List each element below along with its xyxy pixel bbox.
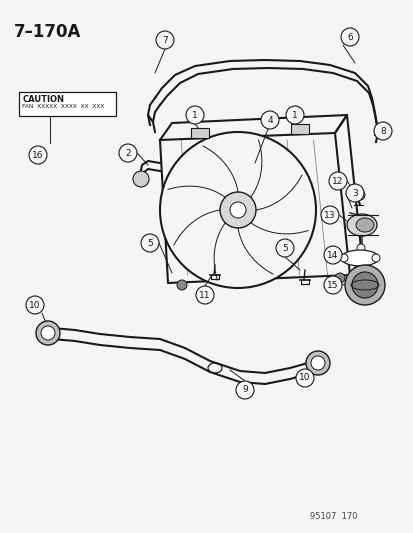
Circle shape [323, 276, 341, 294]
Circle shape [356, 221, 364, 229]
Text: 8: 8 [379, 126, 385, 135]
Text: 15: 15 [326, 280, 338, 289]
Circle shape [275, 239, 293, 257]
Circle shape [195, 286, 214, 304]
Text: 2: 2 [125, 149, 131, 157]
Circle shape [310, 356, 324, 370]
Circle shape [119, 144, 137, 162]
Circle shape [159, 132, 315, 288]
Circle shape [141, 234, 159, 252]
Circle shape [235, 381, 254, 399]
Circle shape [334, 273, 344, 283]
FancyBboxPatch shape [190, 128, 209, 138]
Text: 5: 5 [147, 238, 152, 247]
Ellipse shape [355, 218, 373, 232]
Circle shape [373, 122, 391, 140]
Text: 95107  170: 95107 170 [309, 512, 357, 521]
Text: 12: 12 [332, 176, 343, 185]
Circle shape [354, 190, 364, 200]
Circle shape [260, 111, 278, 129]
Circle shape [285, 106, 303, 124]
Text: 7–170A: 7–170A [14, 23, 81, 41]
Circle shape [219, 192, 255, 228]
Text: 6: 6 [346, 33, 352, 42]
Text: 3: 3 [351, 189, 357, 198]
Circle shape [339, 254, 347, 262]
Circle shape [177, 280, 187, 290]
Ellipse shape [346, 214, 376, 236]
Circle shape [41, 326, 55, 340]
Text: 9: 9 [242, 385, 247, 394]
Circle shape [26, 296, 44, 314]
Circle shape [340, 28, 358, 46]
Text: 5: 5 [281, 244, 287, 253]
Text: 11: 11 [199, 290, 210, 300]
Ellipse shape [340, 250, 378, 266]
Circle shape [230, 202, 245, 218]
Circle shape [29, 146, 47, 164]
Circle shape [320, 206, 338, 224]
Circle shape [371, 254, 379, 262]
Text: 13: 13 [323, 211, 335, 220]
Circle shape [156, 31, 173, 49]
Text: 10: 10 [29, 301, 40, 310]
Circle shape [295, 369, 313, 387]
Circle shape [185, 106, 204, 124]
Text: 1: 1 [192, 110, 197, 119]
Text: CAUTION: CAUTION [23, 95, 65, 104]
Circle shape [345, 184, 363, 202]
Circle shape [351, 272, 377, 298]
Text: 16: 16 [32, 150, 44, 159]
Text: 10: 10 [299, 374, 310, 383]
Text: 1: 1 [292, 110, 297, 119]
Text: 7: 7 [162, 36, 167, 44]
Circle shape [323, 246, 341, 264]
FancyBboxPatch shape [290, 124, 308, 134]
Text: FAN  XXXXX  XXXX  XX  XXX: FAN XXXXX XXXX XX XXX [22, 104, 104, 109]
Text: 14: 14 [327, 251, 338, 260]
Circle shape [36, 321, 60, 345]
Circle shape [356, 244, 364, 252]
Circle shape [133, 171, 149, 187]
Text: 4: 4 [266, 116, 272, 125]
Circle shape [305, 351, 329, 375]
Circle shape [328, 172, 346, 190]
FancyBboxPatch shape [19, 92, 116, 116]
Circle shape [344, 265, 384, 305]
